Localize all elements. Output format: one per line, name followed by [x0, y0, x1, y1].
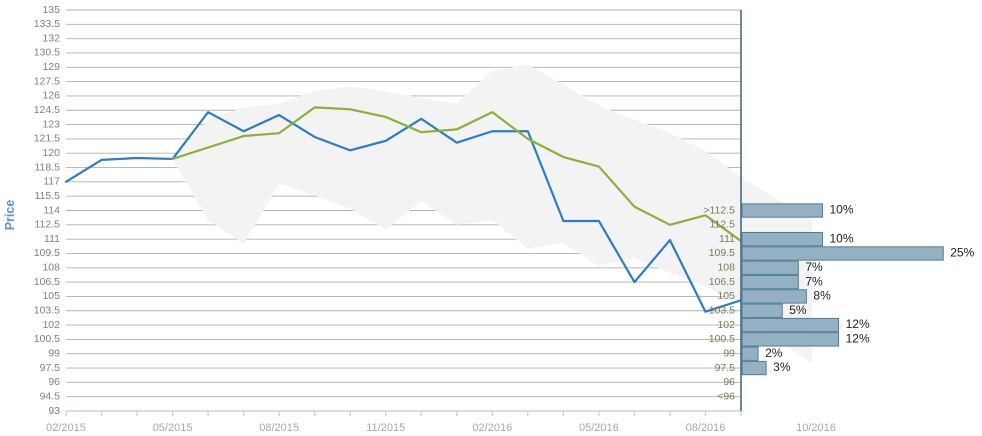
histogram-bin-label: 109.5: [709, 247, 735, 259]
series-line-forecast-price: [171, 106, 778, 287]
confidence-band: [172, 64, 813, 364]
y-tick-label: 114: [43, 204, 60, 216]
histogram-bin-label: 112.5: [710, 219, 736, 231]
histogram-bar-value: 12%: [846, 332, 870, 346]
histogram-bin-label: 102: [717, 319, 735, 331]
histogram-bar-value: 25%: [950, 246, 974, 260]
y-tick-label: 117: [43, 176, 60, 188]
histogram-bin-label: 100.5: [709, 333, 735, 345]
histogram-bar: [741, 246, 944, 261]
y-tick-label: 129: [42, 61, 60, 73]
confidence-band-area: [172, 64, 813, 364]
y-tick-label: 97.5: [40, 362, 61, 374]
y-tick-label: 121.5: [34, 133, 60, 145]
histogram-bar-value: 7%: [805, 260, 823, 274]
x-tick-label: 11/2015: [366, 422, 405, 434]
y-tick-label: 112.5: [35, 219, 61, 231]
y-tick-label: 124.5: [34, 104, 60, 116]
histogram-bin-label: 108: [717, 262, 735, 274]
histogram-bar: [741, 303, 783, 318]
y-tick-label: 118.5: [35, 161, 61, 173]
y-tick-label: 120: [42, 147, 60, 159]
series-line-actual-price: [64, 111, 743, 313]
histogram-bar: [741, 203, 823, 218]
y-tick-label: 106.5: [34, 276, 60, 288]
histogram-bin-label: 99: [723, 347, 735, 359]
histogram-bar: [741, 274, 799, 290]
x-axis-ticks: 02/2015 05/2015 08/2015 11/2015 02/2016 05/20…: [46, 10, 742, 434]
y-tick-label: 103.5: [34, 305, 60, 317]
y-tick-label: 133.5: [34, 18, 60, 30]
y-tick-label: 130.5: [34, 47, 60, 59]
histogram-bin-label: >112.5: [703, 204, 735, 216]
histogram-bin-label: 111: [719, 233, 735, 245]
x-tick-label: 08/2016: [686, 422, 726, 434]
histogram-bar-value: 10%: [830, 231, 854, 245]
y-tick-label: 100.5: [34, 333, 60, 345]
histogram-bar-value: 2%: [765, 346, 783, 360]
distribution-histogram: >112.5 10% 112.5 111 10% 109.5 25% 108 7% 106.5 7%…: [703, 203, 974, 434]
y-tick-label: 105: [42, 290, 60, 302]
y-tick-label: 126: [42, 90, 60, 102]
y-axis-ticks: 135 133.5 132 130.5 129 127.5 126 124.5 123 121.5…: [34, 4, 60, 417]
histogram-bar: [741, 260, 799, 275]
y-tick-label: 135: [42, 4, 60, 16]
y-tick-label: 108: [42, 262, 60, 274]
histogram-bar: [741, 289, 807, 304]
histogram-bar-value: 10%: [830, 203, 854, 217]
y-tick-label: 111: [44, 233, 60, 245]
histogram-bin-label: 97.5: [715, 362, 736, 374]
y-tick-label: 93: [48, 405, 60, 417]
histogram-x-label: 10/2016: [796, 422, 836, 434]
y-tick-label: 109.5: [34, 247, 60, 259]
histogram-bar: [741, 346, 759, 361]
histogram-bar-value: 7%: [805, 274, 823, 288]
y-tick-label: 102: [42, 319, 60, 331]
y-tick-label: 123: [42, 118, 60, 130]
x-tick-label: 08/2015: [259, 422, 299, 434]
histogram-bar-value: 12%: [846, 317, 870, 331]
histogram-bin-label: 103.5: [709, 305, 735, 317]
y-tick-label: 132: [42, 32, 60, 44]
histogram-bar: [741, 360, 767, 376]
histogram-bar: [741, 231, 823, 247]
histogram-bin-label: 105: [717, 290, 735, 302]
histogram-bar-value: 3%: [773, 360, 791, 374]
y-axis-title: Price: [3, 200, 17, 231]
y-tick-label: 99: [48, 347, 60, 359]
y-tick-label: 115.5: [35, 190, 61, 202]
y-tick-label: 94.5: [40, 390, 61, 402]
histogram-bin-label: 106.5: [709, 276, 735, 288]
histogram-bar-value: 5%: [789, 303, 807, 317]
x-tick-label: 05/2016: [579, 422, 619, 434]
histogram-bin-label: <96: [717, 390, 735, 402]
series-lines: [64, 106, 778, 313]
histogram-bar: [741, 317, 840, 333]
histogram-bin-label: 96: [723, 376, 735, 388]
y-tick-label: 127.5: [34, 75, 60, 87]
x-tick-label: 02/2016: [472, 422, 512, 434]
x-tick-label: 02/2015: [46, 422, 86, 434]
histogram-bar-value: 8%: [813, 289, 831, 303]
histogram-bar: [741, 332, 840, 347]
x-tick-label: 05/2015: [153, 422, 193, 434]
y-tick-label: 96: [48, 376, 60, 388]
